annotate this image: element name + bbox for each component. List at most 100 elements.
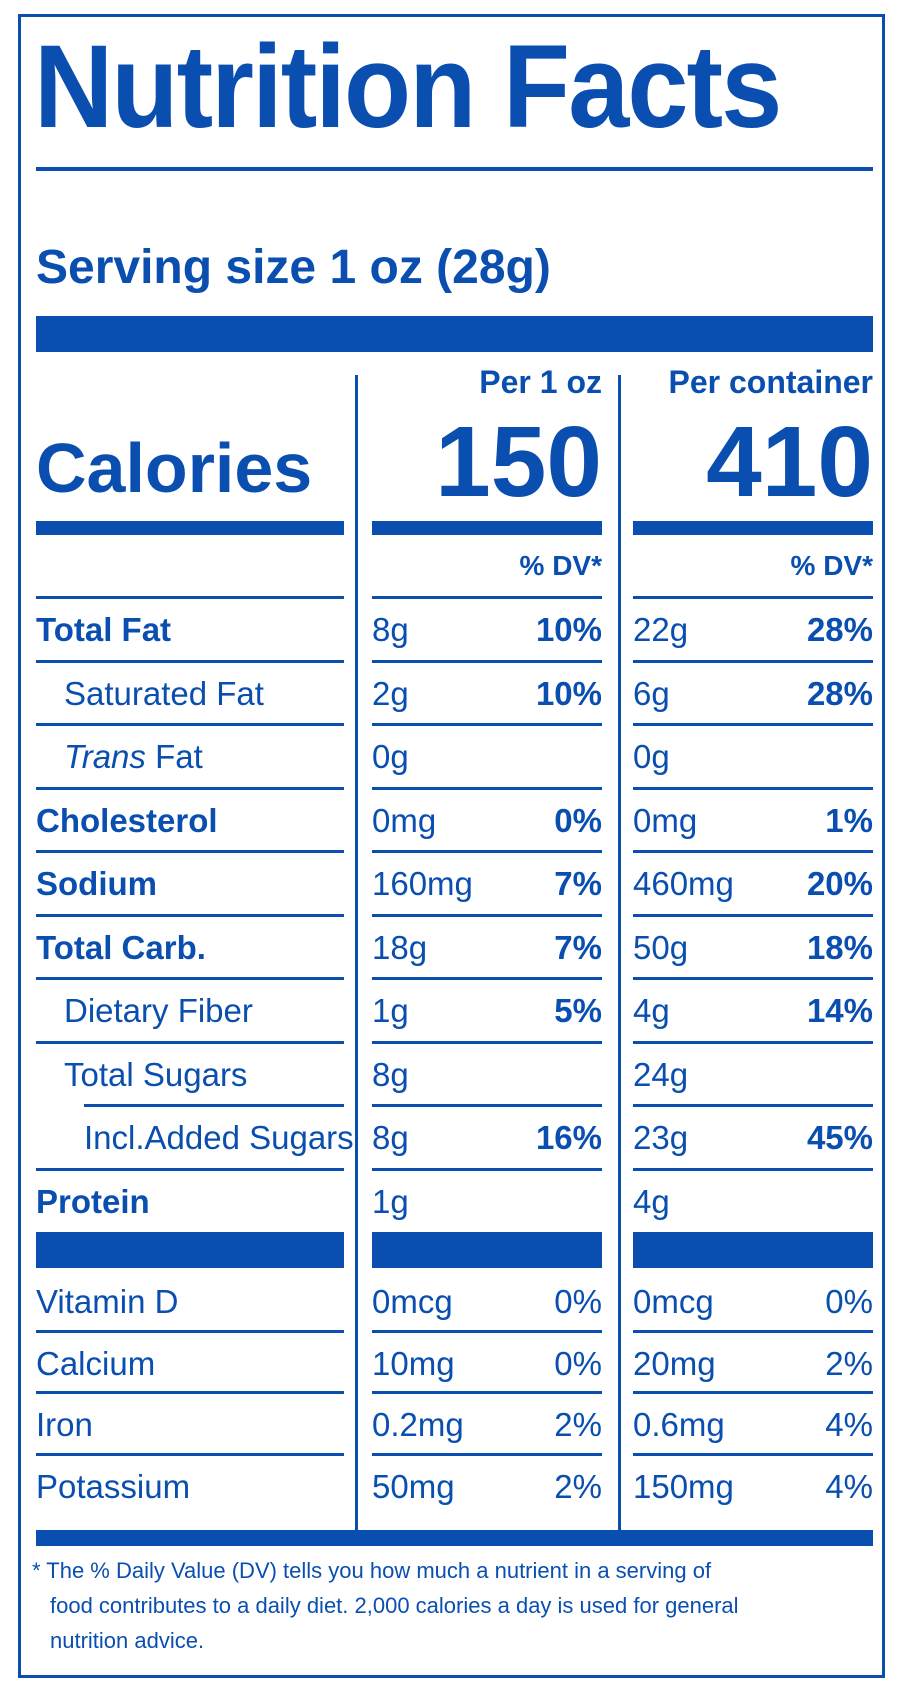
- amount-per-serving: 0mg: [372, 801, 437, 839]
- nutrient-label: Total Sugars: [64, 1055, 248, 1093]
- vitamin-dv-per-container: 2%: [825, 1344, 873, 1382]
- amount-per-serving: 0g: [372, 738, 409, 775]
- dv-per-serving: 5%: [554, 992, 602, 1029]
- row-rule-label: [36, 659, 344, 663]
- row-rule-a: [372, 596, 602, 599]
- amount-per-container: 460mg: [633, 865, 734, 902]
- per-container-header: Per container: [668, 364, 873, 400]
- amount-per-serving: 1g: [372, 1182, 409, 1220]
- footnote: * The % Daily Value (DV) tells you how m…: [32, 1553, 852, 1658]
- row-rule-b: [633, 786, 873, 790]
- dv-per-serving: 7%: [554, 865, 602, 902]
- row-rule-a: [372, 1391, 602, 1394]
- dv-header-per-serving: % DV*: [519, 550, 602, 581]
- row-rule-b: [633, 659, 873, 663]
- calories-label: Calories: [36, 429, 313, 507]
- vitamin-amount-per-serving: 0mcg: [372, 1283, 453, 1320]
- dv-per-serving: 0%: [554, 801, 602, 839]
- dv-per-container: 1%: [825, 801, 873, 839]
- row-rule-label: [36, 1167, 344, 1171]
- vitamin-amount-per-container: 0mcg: [633, 1283, 714, 1320]
- amount-per-serving: 8g: [372, 611, 409, 648]
- amount-per-container: 6g: [633, 674, 670, 712]
- amount-per-serving: 8g: [372, 1119, 409, 1156]
- amount-per-container: 4g: [633, 1182, 670, 1220]
- vitamin-bar-left: [36, 1232, 344, 1268]
- row-rule-b: [633, 913, 873, 917]
- dv-per-container: 18%: [806, 928, 873, 966]
- nutrient-label: Trans Fat: [64, 740, 203, 773]
- dv-per-container: 45%: [806, 1119, 873, 1156]
- footnote-line-1: * The % Daily Value (DV) tells you how m…: [32, 1558, 712, 1583]
- row-rule-b: [633, 977, 873, 980]
- row-rule-a: [372, 723, 602, 726]
- vitamin-dv-per-container: 4%: [825, 1467, 873, 1505]
- vitamin-amount-per-container: 20mg: [633, 1344, 716, 1382]
- nutrient-label: Saturated Fat: [64, 674, 264, 712]
- nutrient-label: Total Carb.: [36, 928, 206, 966]
- amount-per-container: 24g: [633, 1055, 689, 1093]
- dv-per-serving: 7%: [554, 928, 602, 966]
- vitamin-dv-per-serving: 2%: [554, 1406, 602, 1443]
- nutrient-label: Incl.Added Sugars: [84, 1119, 354, 1156]
- row-rule-label: [36, 1040, 344, 1044]
- vitamin-bar-right: [633, 1232, 873, 1268]
- row-rule-b: [633, 1452, 873, 1456]
- amount-per-container: 22g: [633, 611, 689, 648]
- nutrient-label: Total Fat: [36, 611, 172, 648]
- dv-per-serving: 10%: [535, 674, 602, 712]
- calories-bar-mid: [372, 521, 602, 535]
- row-rule-label: [36, 1452, 344, 1456]
- per-serving-header: Per 1 oz: [479, 364, 602, 400]
- row-rule-a: [372, 1040, 602, 1044]
- dv-header-per-container: % DV*: [790, 550, 873, 581]
- nutrient-label: Cholesterol: [36, 801, 218, 839]
- row-rule-b: [633, 1104, 873, 1107]
- vitamin-label: Potassium: [36, 1467, 191, 1505]
- vitamin-amount-per-serving: 50mg: [372, 1467, 455, 1505]
- row-rule-a: [372, 1104, 602, 1107]
- calories-bar-left: [36, 521, 344, 535]
- row-rule-b: [633, 1040, 873, 1044]
- vitamin-dv-per-serving: 0%: [554, 1283, 602, 1320]
- title-rule: [36, 167, 873, 171]
- row-rule-b: [633, 1329, 873, 1333]
- amount-per-serving: 160mg: [372, 865, 473, 902]
- vitamin-dv-per-container: 4%: [825, 1406, 873, 1443]
- row-rule-a: [372, 1452, 602, 1456]
- nutrient-label: Dietary Fiber: [64, 992, 253, 1029]
- row-rule-label: [36, 1391, 344, 1394]
- amount-per-container: 0mg: [633, 801, 698, 839]
- vitamin-dv-per-serving: 0%: [554, 1344, 602, 1382]
- row-rule-a: [372, 977, 602, 980]
- row-rule-label: [36, 913, 344, 917]
- footer-thick-bar: [36, 1530, 873, 1546]
- serving-size: Serving size 1 oz (28g): [36, 241, 551, 294]
- row-rule-label: [36, 786, 344, 790]
- row-rule-label: [36, 723, 344, 726]
- amount-per-container: 23g: [633, 1119, 689, 1156]
- dv-per-serving: 10%: [535, 611, 602, 648]
- vitamin-dv-per-container: 0%: [825, 1283, 873, 1320]
- serving-thick-bar: [36, 316, 873, 352]
- vitamin-amount-per-container: 150mg: [633, 1467, 734, 1505]
- amount-per-serving: 1g: [372, 992, 409, 1029]
- dv-per-container: 28%: [806, 611, 873, 648]
- vitamin-amount-per-container: 0.6mg: [633, 1406, 725, 1443]
- row-rule-a: [372, 1329, 602, 1333]
- amount-per-container: 50g: [633, 928, 689, 966]
- vitamin-label: Iron: [36, 1406, 93, 1443]
- nutrient-label-italic: Trans: [64, 738, 146, 775]
- nutrient-label: Sodium: [36, 865, 157, 902]
- row-rule-label: [36, 596, 344, 599]
- amount-per-serving: 2g: [372, 674, 409, 712]
- dv-per-container: 14%: [806, 992, 873, 1029]
- calories-bar-right: [633, 521, 873, 535]
- nutrient-label-rest: Fat: [145, 738, 203, 775]
- dv-per-serving: 16%: [535, 1119, 602, 1156]
- vitamin-amount-per-serving: 10mg: [372, 1344, 455, 1382]
- row-rule-b: [633, 723, 873, 726]
- row-rule-b: [633, 596, 873, 599]
- column-divider-right: [618, 375, 621, 1530]
- vitamin-amount-per-serving: 0.2mg: [372, 1406, 464, 1443]
